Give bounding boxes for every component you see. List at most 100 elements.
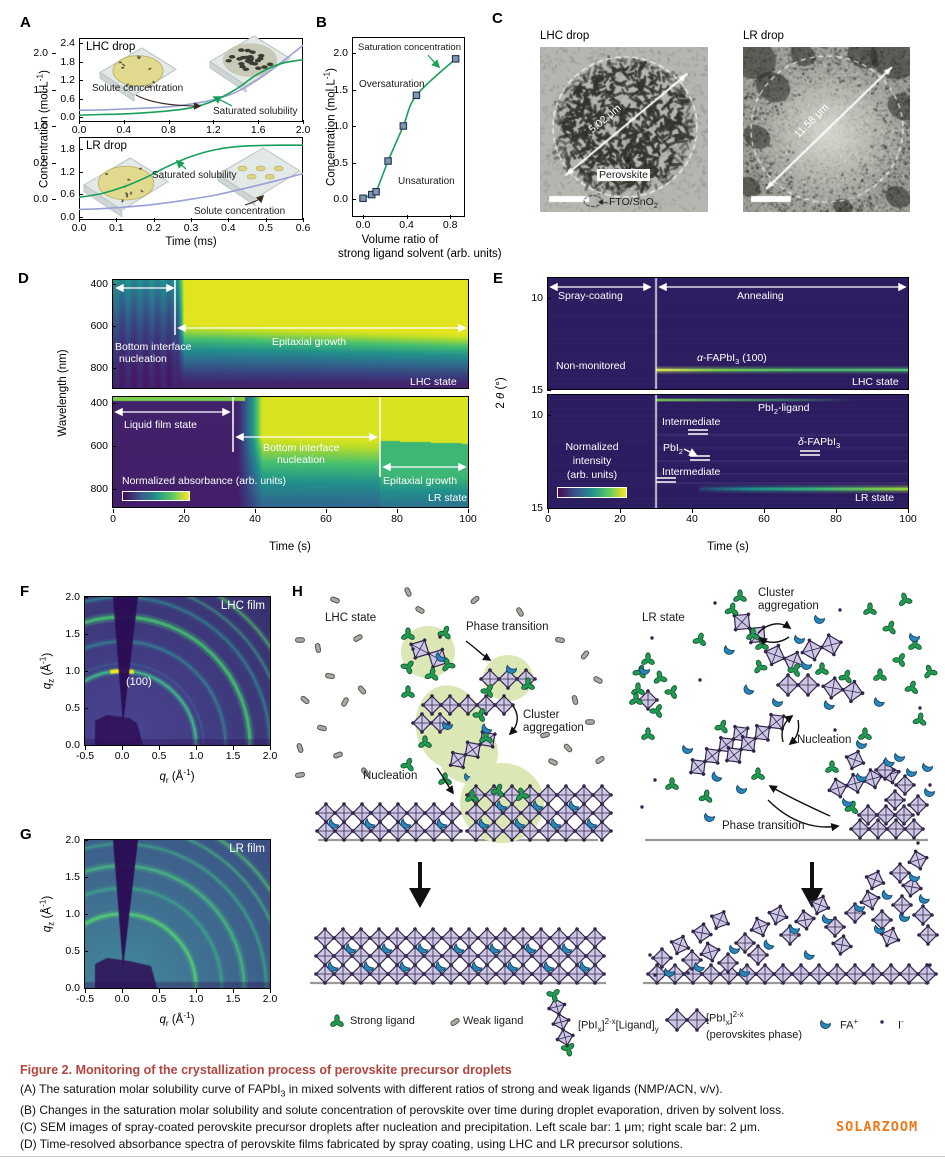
strong-ligand-icon [401, 685, 415, 698]
e-xtick-mark [908, 509, 909, 513]
a-top-xtick-mark [79, 120, 80, 124]
figure-caption: Figure 2. Monitoring of the crystallizat… [20, 1062, 925, 1152]
g-xtick-mark [159, 989, 160, 993]
strong-ligand-icon [641, 727, 655, 740]
octahedron [844, 749, 866, 771]
d-xtick: 60 [320, 513, 332, 525]
g-xtick-mark [85, 989, 86, 993]
fa-cation-label: FA+ [840, 1017, 859, 1032]
giwaxs-lr-film [85, 840, 270, 988]
fa-cation-icon [506, 664, 517, 674]
a-bottom-xtick: 0.5 [258, 222, 273, 234]
octahedron [685, 1008, 709, 1032]
panel-a-label: A [20, 14, 31, 31]
octahedron [819, 633, 843, 657]
panel-b-curve [359, 54, 460, 203]
octahedron [501, 802, 523, 824]
f-ytick: 1.5 [65, 628, 80, 640]
a-top-ytick: 1.2 [60, 74, 75, 86]
weak-ligand-icon [295, 637, 305, 643]
f-ytick-mark [84, 671, 88, 672]
strong-ligand-icon [751, 767, 765, 780]
fa-cation-icon [899, 912, 910, 922]
drop-inset [209, 35, 291, 93]
panel-d-top-frame [112, 279, 469, 389]
octahedron [699, 941, 721, 963]
e-xtick: 60 [758, 513, 770, 525]
strong-ligand-icon [465, 789, 479, 802]
panel-e-label: E [493, 270, 504, 287]
h-lhc-state-label: LHC state [325, 612, 377, 624]
e-xtick: 80 [830, 513, 842, 525]
g-ytick: 1.5 [65, 871, 80, 883]
b-ytick: 1.5 [33, 83, 48, 96]
iodide-icon [880, 1020, 884, 1024]
g-ytick: 1.0 [65, 908, 80, 920]
caption-title: Figure 2. Monitoring of the crystallizat… [20, 1063, 512, 1077]
pbix-chain [776, 673, 820, 697]
weak-ligand-icon [404, 587, 412, 597]
octahedron [717, 952, 739, 974]
weak-ligand-label: Weak ligand [463, 1015, 524, 1027]
a-top-xtick-mark [123, 120, 125, 124]
iodide-icon [918, 706, 922, 710]
strong-ligand-icon [904, 680, 918, 694]
d-xtick-mark [184, 509, 185, 513]
octahedron [457, 694, 479, 716]
panel-d-bottom-frame [112, 396, 469, 508]
f-xtick-mark [196, 746, 197, 750]
f-xtick-mark [122, 746, 123, 750]
panel-e-annotation-arrows [549, 282, 907, 483]
octahedron [315, 802, 337, 824]
panel-f-frame [84, 596, 271, 746]
f-title: LHC film [220, 600, 265, 612]
b-ytick-mark [52, 199, 56, 200]
b-ytick: 0.0 [33, 193, 48, 205]
b-xtick-mark [363, 215, 364, 219]
a-bottom-ytick: 1.8 [60, 142, 75, 155]
panel-d-xlabel: Time (s) [269, 541, 311, 553]
f-ytick-mark [84, 708, 88, 709]
iodide-icon [838, 608, 842, 612]
fa-cation-icon [820, 1019, 831, 1029]
strong-ligand-icon [924, 664, 938, 679]
octahedron [405, 802, 427, 824]
octahedron [790, 963, 812, 985]
d-xtick-mark [468, 509, 469, 513]
panel-a-bottom-solute-annotation: Solute concentration [194, 206, 286, 217]
octahedron [894, 774, 916, 796]
d-xtick: 0 [110, 513, 116, 525]
iodide-icon [928, 963, 932, 967]
fa-cation-icon [478, 818, 490, 829]
weak-ligand-icon [571, 695, 579, 705]
d-bottom-ytick-mark [112, 489, 116, 490]
octahedron [827, 777, 849, 799]
octahedron [754, 963, 776, 985]
strong-ligand-label: Strong ligand [350, 1015, 415, 1027]
octahedron [555, 1027, 575, 1047]
fa-cation-icon [693, 961, 705, 972]
panel-c-right-title: LR drop [743, 30, 784, 42]
panel-b-saturation-annotation: Saturation concentration [358, 42, 461, 53]
e-spray-coating-label: Spray-coating [558, 290, 623, 302]
strong-ligand-icon [516, 787, 530, 801]
e-alpha-fapbi3-label: α-FAPbI3 (100) [697, 352, 767, 367]
fa-cation-icon [550, 818, 562, 829]
panel-a-bottom-title: LR drop [86, 140, 127, 152]
strong-ligand-icon [472, 708, 485, 722]
octahedron [537, 784, 559, 806]
a-top-xtick: 2.0 [295, 124, 311, 136]
octahedron [439, 694, 461, 716]
g-ytick-mark [84, 877, 88, 878]
e-intermediate2-label: Intermediate [662, 466, 721, 478]
pbix-chain [725, 712, 786, 764]
octahedron [826, 963, 848, 985]
weak-ligand-icon [330, 596, 340, 604]
fa-cation-icon [471, 961, 483, 972]
a-bottom-xtick-mark [79, 218, 80, 222]
panel-b-oversaturation-annotation: Oversaturation [359, 79, 425, 90]
strong-ligand-icon [653, 670, 668, 684]
fa-cation-icon [723, 644, 735, 655]
fa-cation-icon [743, 684, 755, 695]
f-ytick-mark [84, 634, 88, 635]
